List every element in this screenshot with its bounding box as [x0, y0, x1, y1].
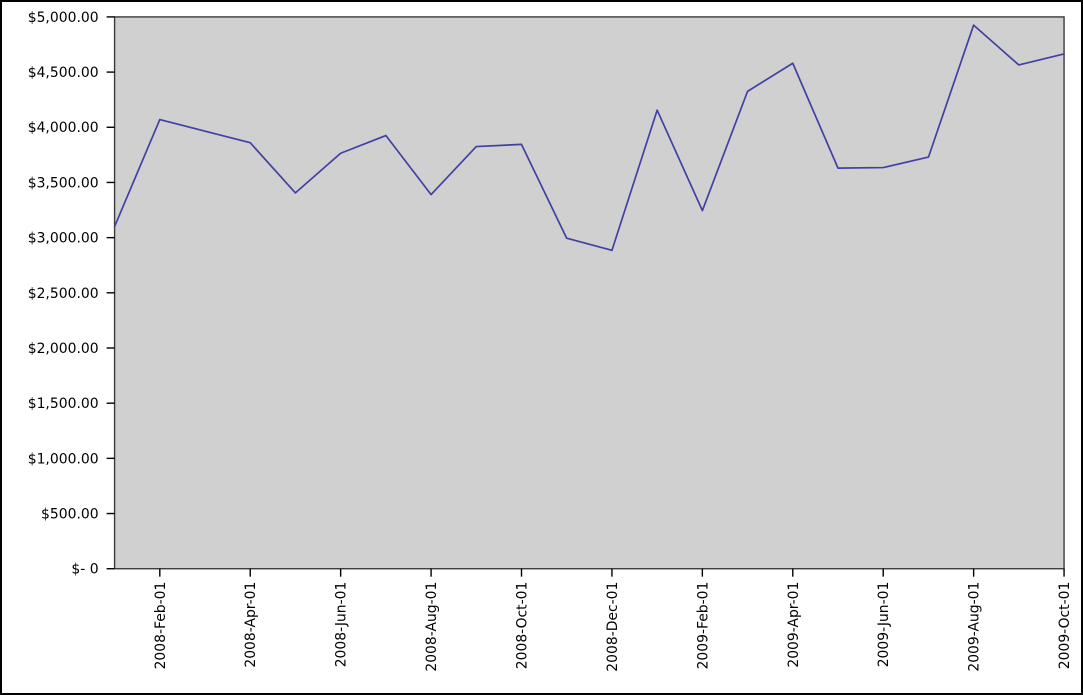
y-tick-label: $4,000.00 — [28, 120, 99, 136]
plot-area — [113, 16, 1065, 570]
y-tick-label: $500.00 — [41, 507, 99, 523]
data-line-series — [113, 24, 1065, 252]
x-tick-label: 2009-Jun-01 — [876, 582, 892, 668]
x-tick-label: 2008-Aug-01 — [424, 582, 440, 672]
x-tick-label: 2008-Dec-01 — [605, 582, 621, 672]
x-tick-label: 2009-Feb-01 — [695, 582, 711, 670]
y-tick-label: $- 0 — [71, 562, 98, 578]
x-tick-label: 2008-Apr-01 — [243, 582, 259, 668]
y-tick-label: $2,500.00 — [28, 286, 99, 302]
x-tick-label: 2009-Apr-01 — [786, 582, 802, 668]
y-tick-label: $3,500.00 — [28, 175, 99, 191]
x-tick-label: 2009-Aug-01 — [967, 582, 983, 672]
y-tick-label: $4,500.00 — [28, 65, 99, 81]
x-tick-label: 2008-Oct-01 — [514, 582, 530, 670]
x-tick-label: 2008-Jun-01 — [334, 582, 350, 668]
x-tick-label: 2008-Feb-01 — [153, 582, 169, 670]
y-tick-label: $1,500.00 — [28, 396, 99, 412]
y-tick-label: $3,000.00 — [28, 231, 99, 247]
y-tick-label: $2,000.00 — [28, 341, 99, 357]
y-tick-label: $5,000.00 — [28, 10, 99, 26]
x-tick-label: 2009-Oct-01 — [1057, 582, 1073, 670]
y-tick-label: $1,000.00 — [28, 451, 99, 467]
